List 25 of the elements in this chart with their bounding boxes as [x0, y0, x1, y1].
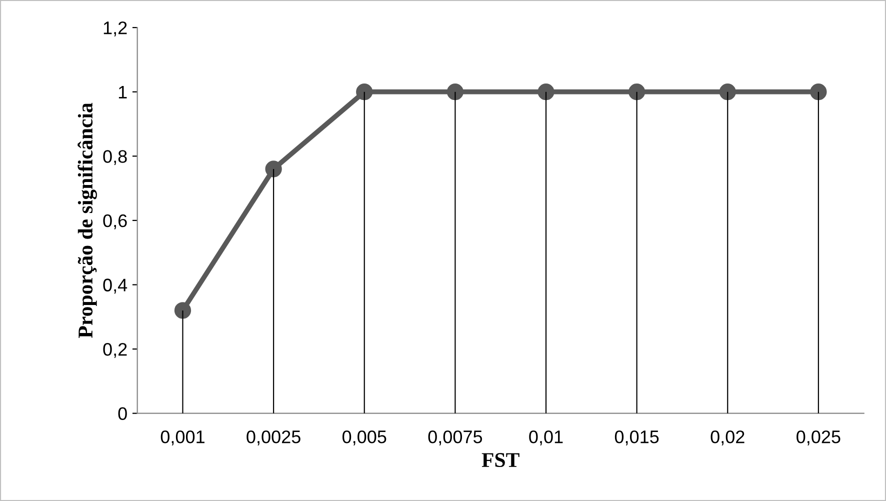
y-tick-label: 0,6: [103, 214, 127, 230]
y-tick-label: 0,2: [103, 342, 127, 358]
x-tick-label: 0,005: [342, 430, 386, 446]
x-tick-label: 0,001: [160, 430, 204, 446]
point: [446, 84, 464, 100]
y-tick-label: 1,2: [104, 21, 127, 36]
x-tick-label: 0,02: [710, 430, 744, 446]
point: [265, 160, 282, 178]
x-tick-label: 0,015: [614, 430, 659, 446]
x-tick-label: 0,025: [796, 430, 840, 446]
point: [174, 302, 192, 319]
point: [538, 84, 554, 100]
y-tick-label: 1: [118, 86, 127, 98]
x-tick-label: 0,0075: [428, 430, 482, 446]
point: [628, 84, 646, 100]
y-axis-title: Proporção de significância: [78, 102, 97, 338]
y-tick-label: 0,8: [103, 150, 127, 165]
point: [356, 84, 373, 100]
y-tick-label: 0,4: [103, 278, 128, 294]
x-tick-label: 0,0025: [246, 430, 300, 446]
point: [810, 84, 827, 100]
point: [719, 84, 736, 100]
y-tick-label: 0: [118, 407, 127, 420]
x-tick-label: 0,01: [529, 430, 563, 446]
x-axis-title: FST: [482, 453, 520, 468]
